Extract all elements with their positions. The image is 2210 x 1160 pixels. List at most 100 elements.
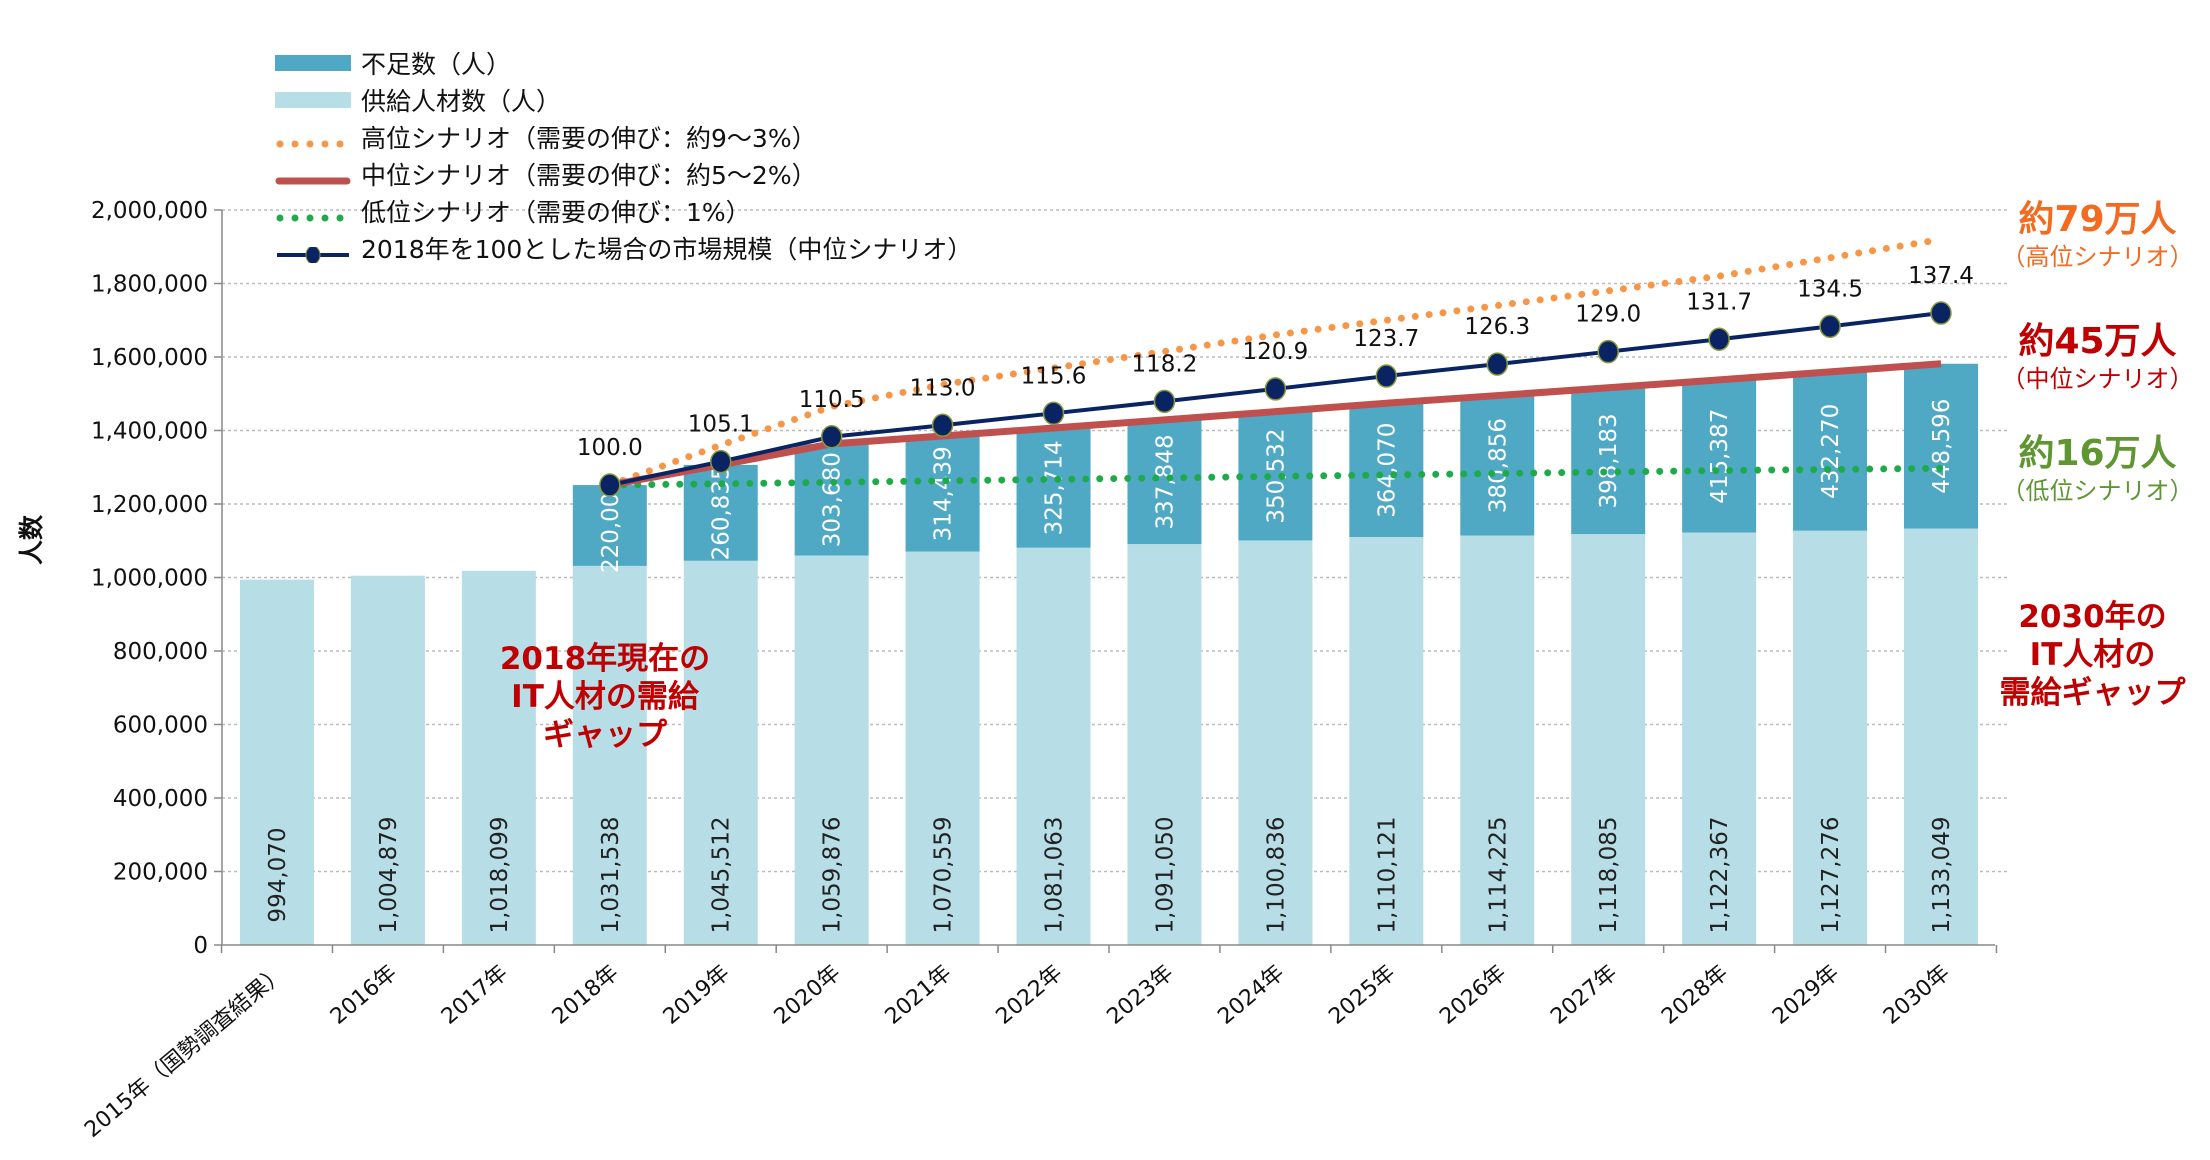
bar-supply	[794, 555, 869, 945]
bar-shortage	[572, 485, 647, 566]
legend-label: 供給人材数（人）	[361, 86, 562, 116]
bar-label-shortage: 314,439	[931, 446, 957, 541]
data-label-market-index: 134.5	[1797, 276, 1863, 302]
bar-supply	[1127, 544, 1202, 945]
bar-shortage	[794, 443, 869, 556]
bar-shortage	[905, 436, 980, 552]
bar-label-supply: 1,133,049	[1929, 816, 1955, 933]
x-tick-label: 2028年	[1657, 960, 1733, 1029]
legend-item-supply: 供給人材数（人）	[275, 81, 972, 118]
x-tick-label: 2016年	[326, 960, 402, 1029]
bar-label-shortage: 448,596	[1929, 399, 1955, 494]
marker-market-index	[1153, 389, 1176, 414]
y-tick-label: 1,800,000	[91, 272, 208, 298]
bar-supply	[1016, 547, 1091, 945]
bar-supply	[1682, 532, 1757, 945]
x-tick-label: 2019年	[659, 960, 735, 1029]
bar-shortage	[1682, 379, 1757, 533]
marker-market-index	[1042, 401, 1065, 426]
line-high-scenario	[606, 235, 1945, 489]
x-tick-label: 2022年	[992, 960, 1068, 1029]
marker-market-index	[1708, 327, 1730, 352]
marker-market-index	[1597, 339, 1619, 364]
bar-label-supply: 1,081,063	[1042, 816, 1068, 933]
x-tick-label: 2025年	[1324, 960, 1400, 1029]
x-tick-label: 2027年	[1546, 960, 1622, 1029]
annotation-low-main: 約16万人	[2018, 433, 2177, 474]
legend-item-shortage: 不足数（人）	[275, 44, 972, 81]
legend-label: 2018年を100とした場合の市場規模（中位シナリオ）	[361, 234, 973, 264]
bar-supply	[1349, 537, 1424, 945]
legend-item-mid: 中位シナリオ（需要の伸び：約5～2%）	[275, 155, 972, 192]
bar-label-shortage: 415,387	[1707, 409, 1733, 504]
data-label-market-index: 129.0	[1575, 302, 1641, 328]
marker-market-index	[1486, 352, 1509, 376]
bar-label-shortage: 432,270	[1818, 404, 1844, 499]
bar-label-shortage: 398,183	[1596, 413, 1622, 508]
data-label-market-index: 126.3	[1464, 314, 1530, 340]
x-tick-label: 2018年	[548, 960, 624, 1029]
bar-supply	[1904, 528, 1978, 945]
bar-supply	[240, 579, 314, 945]
bar-label-supply: 1,127,276	[1818, 816, 1844, 933]
y-tick-label: 0	[193, 933, 208, 959]
legend-item-high: 高位シナリオ（需要の伸び：約9～3%）	[275, 118, 972, 155]
y-tick-label: 1,400,000	[91, 419, 208, 445]
bar-label-supply: 1,110,121	[1374, 816, 1400, 933]
data-label-market-index: 110.5	[799, 387, 865, 413]
y-tick-label: 400,000	[113, 786, 208, 812]
legend-label: 中位シナリオ（需要の伸び：約5～2%）	[361, 160, 817, 190]
y-axis-label: 人数	[17, 514, 46, 565]
bar-label-supply: 994,070	[265, 827, 291, 922]
annotation-mid-main: 約45万人	[2018, 321, 2177, 362]
marker-market-index	[1930, 301, 1952, 325]
legend-label: 低位シナリオ（需要の伸び：1%）	[361, 197, 751, 227]
bar-shortage	[1016, 428, 1091, 548]
bar-shortage	[1571, 387, 1646, 535]
bar-label-shortage: 337,848	[1152, 434, 1178, 529]
bar-label-shortage: 380,856	[1485, 418, 1511, 513]
bar-label-shortage: 303,680	[820, 452, 846, 547]
annotation-low-sub: （低位シナリオ）	[2001, 477, 2194, 505]
marker-market-index	[1819, 314, 1841, 339]
bar-label-supply: 1,091,050	[1152, 816, 1178, 933]
annotation-high: 約79万人 （高位シナリオ）	[1985, 198, 2210, 272]
bar-label-shortage: 325,714	[1042, 440, 1068, 535]
annotation-high-sub: （高位シナリオ）	[2001, 243, 2194, 271]
y-tick-label: 1,000,000	[91, 566, 208, 592]
bar-supply	[683, 560, 758, 945]
legend-swatch	[275, 166, 351, 184]
y-tick-label: 600,000	[113, 713, 208, 739]
x-tick-label: 2015年（国勢調査結果）	[80, 960, 291, 1142]
bar-label-supply: 1,100,836	[1263, 816, 1289, 933]
bar-supply	[572, 565, 647, 945]
data-label-market-index: 113.0	[910, 375, 976, 401]
bar-shortage	[1349, 403, 1424, 538]
data-label-market-index: 105.1	[688, 412, 754, 438]
data-label-market-index: 120.9	[1242, 339, 1308, 365]
marker-market-index	[931, 413, 954, 438]
legend-swatch	[275, 91, 351, 108]
annotation-gap-2030: 2030年の IT人材の 需給ギャップ	[1975, 598, 2210, 712]
x-tick-label: 2021年	[881, 960, 957, 1029]
bar-label-shortage: 260,835	[709, 465, 735, 560]
bar-label-supply: 1,070,559	[931, 816, 957, 933]
bar-shortage	[1904, 363, 1978, 529]
x-tick-label: 2026年	[1435, 960, 1511, 1029]
bar-supply	[905, 551, 980, 945]
bar-label-shortage: 364,070	[1374, 423, 1400, 518]
bar-supply	[461, 570, 536, 945]
annotation-mid-sub: （中位シナリオ）	[2001, 365, 2194, 393]
marker-market-index	[709, 449, 732, 474]
x-tick-label: 2024年	[1213, 960, 1289, 1029]
bar-supply	[350, 575, 425, 945]
annotation-line: 2018年現在の	[499, 641, 711, 677]
data-label-market-index: 118.2	[1132, 351, 1198, 377]
data-label-market-index: 115.6	[1021, 363, 1087, 389]
x-tick-label: 2023年	[1103, 960, 1179, 1029]
bar-label-supply: 1,004,879	[376, 816, 402, 933]
bar-supply	[1571, 534, 1646, 945]
annotation-low: 約16万人 （低位シナリオ）	[1985, 432, 2210, 506]
data-label-market-index: 131.7	[1686, 289, 1752, 315]
